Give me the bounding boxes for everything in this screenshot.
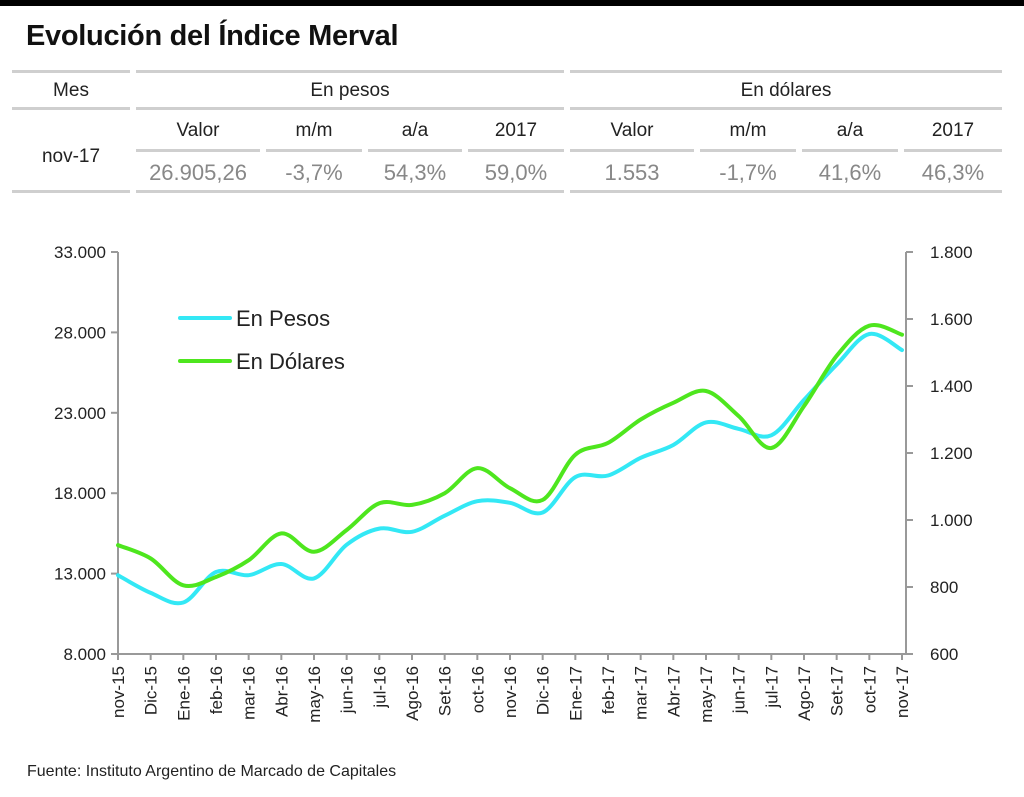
table-rule-top-1 — [12, 70, 130, 73]
right-tick-label: 1.800 — [930, 243, 973, 262]
table-rule-mid-3 — [570, 107, 1002, 110]
col-header-mm-dolares: m/m — [729, 120, 767, 141]
right-tick-label: 1.200 — [930, 444, 973, 463]
x-tick-label: Set-16 — [436, 666, 455, 716]
group-header-pesos: En pesos — [310, 80, 390, 101]
col-header-valor-pesos: Valor — [176, 120, 220, 141]
x-tick-label: oct-16 — [468, 666, 487, 713]
legend-label-pesos: En Pesos — [236, 306, 330, 331]
right-tick-label: 1.000 — [930, 511, 973, 530]
left-tick-label: 23.000 — [54, 404, 106, 423]
x-tick-label: may-17 — [697, 666, 716, 723]
col-header-2017-pesos: 2017 — [494, 120, 538, 141]
value-aa-dolares: 41,6% — [818, 160, 882, 185]
x-tick-label: Ene-17 — [566, 666, 585, 721]
series-line-dolares — [116, 323, 904, 589]
right-tick-label: 1.600 — [930, 310, 973, 329]
col-header-aa-pesos: a/a — [401, 120, 429, 141]
value-mm-pesos: -3,7% — [285, 160, 343, 185]
table-rule-mid-2 — [136, 107, 564, 110]
right-tick-label: 600 — [930, 645, 958, 664]
group-header-dolares: En dólares — [740, 80, 832, 101]
summary-table: Mes En pesos En dólares nov-17 Valor m/m… — [0, 0, 1024, 200]
legend-label-dolares: En Dólares — [236, 349, 345, 374]
table-rule-sub-8 — [904, 149, 1002, 152]
table-rule-sub-6 — [700, 149, 796, 152]
value-aa-pesos: 54,3% — [383, 160, 447, 185]
x-tick-label: Dic-15 — [142, 666, 161, 715]
x-tick-label: oct-17 — [860, 666, 879, 713]
table-rule-sub-3 — [368, 149, 462, 152]
table-rule-bottom-1 — [12, 190, 130, 193]
row-label: nov-17 — [41, 146, 101, 167]
x-tick-label: Set-17 — [828, 666, 847, 716]
table-rule-sub-7 — [802, 149, 898, 152]
x-tick-label: Dic-16 — [534, 666, 553, 715]
x-tick-label: jul-17 — [762, 666, 781, 709]
table-rule-mid-1 — [12, 107, 130, 110]
x-tick-label: nov-15 — [109, 666, 128, 718]
col-header-valor-dolares: Valor — [610, 120, 654, 141]
x-tick-label: Abr-17 — [664, 666, 683, 717]
x-tick-label: feb-17 — [599, 666, 618, 714]
series-line-pesos — [116, 331, 904, 606]
right-tick-label: 1.400 — [930, 377, 973, 396]
col-header-2017-dolares: 2017 — [931, 120, 975, 141]
x-tick-label: Ago-17 — [795, 666, 814, 721]
x-tick-label: mar-16 — [240, 666, 259, 720]
x-tick-label: may-16 — [305, 666, 324, 723]
table-rule-bottom-2 — [136, 190, 564, 193]
table-rule-bottom-3 — [570, 190, 1002, 193]
left-tick-label: 13.000 — [54, 565, 106, 584]
top-border — [0, 0, 1024, 6]
mes-header: Mes — [53, 80, 89, 101]
x-tick-label: nov-16 — [501, 666, 520, 718]
left-tick-label: 8.000 — [63, 645, 106, 664]
x-tick-label: Ago-16 — [403, 666, 422, 721]
x-tick-label: nov-17 — [893, 666, 912, 718]
source-note: Fuente: Instituto Argentino de Marcado d… — [27, 763, 397, 780]
x-tick-label: feb-16 — [207, 666, 226, 714]
value-valor-dolares: 1.553 — [604, 160, 660, 185]
table-rule-sub-2 — [266, 149, 362, 152]
left-tick-label: 33.000 — [54, 243, 106, 262]
table-rule-sub-4 — [468, 149, 564, 152]
right-tick-label: 800 — [930, 578, 958, 597]
x-tick-label: jun-16 — [338, 666, 357, 714]
table-rule-sub-5 — [570, 149, 694, 152]
col-header-mm-pesos: m/m — [295, 120, 333, 141]
table-rule-sub-1 — [136, 149, 260, 152]
x-tick-label: jul-16 — [370, 666, 389, 709]
x-tick-label: Ene-16 — [174, 666, 193, 721]
x-tick-label: mar-17 — [632, 666, 651, 720]
x-tick-label: Abr-16 — [272, 666, 291, 717]
col-header-aa-dolares: a/a — [836, 120, 864, 141]
left-tick-label: 18.000 — [54, 484, 106, 503]
left-tick-label: 28.000 — [54, 323, 106, 342]
x-tick-label: jun-17 — [730, 666, 749, 714]
value-2017-pesos: 59,0% — [484, 160, 548, 185]
page-title: Evolución del Índice Merval — [26, 20, 399, 52]
value-2017-dolares: 46,3% — [921, 160, 985, 185]
table-rule-top-2 — [136, 70, 564, 73]
table-rule-top-3 — [570, 70, 1002, 73]
value-valor-pesos: 26.905,26 — [149, 160, 247, 185]
value-mm-dolares: -1,7% — [719, 160, 777, 185]
